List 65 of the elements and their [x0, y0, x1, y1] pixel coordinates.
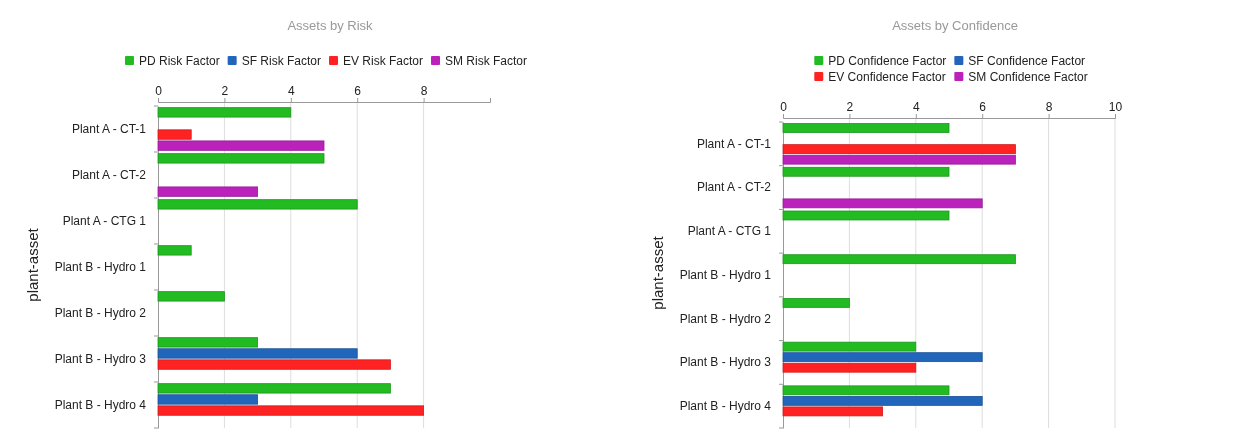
bar — [782, 362, 917, 373]
legend-label: SM Confidence Factor — [968, 69, 1088, 84]
y-tick-label: Plant A - CT-2 — [696, 180, 772, 195]
bar — [782, 406, 883, 417]
y-tick-label: Plant B - Hydro 4 — [679, 398, 772, 413]
x-tick-label: 4 — [912, 100, 920, 114]
legend-label: SF Risk Factor — [241, 53, 321, 68]
bar — [157, 107, 292, 118]
bar — [782, 254, 1016, 265]
legend-label: SF Confidence Factor — [968, 53, 1086, 68]
y-tick-label: Plant A - CT-2 — [71, 167, 147, 182]
x-tick-label: 10 — [1108, 100, 1123, 114]
y-axis-title: plant-asset — [24, 227, 41, 302]
bar — [157, 405, 424, 416]
bar — [157, 348, 358, 359]
x-tick-label: 8 — [420, 84, 428, 98]
bar — [157, 140, 325, 151]
x-tick-label: 2 — [221, 84, 229, 98]
y-tick-label: Plant A - CT-1 — [696, 136, 772, 151]
bar — [782, 123, 950, 133]
bar — [157, 186, 258, 197]
bar — [157, 199, 358, 210]
bar — [782, 396, 983, 406]
y-tick-label: Plant B - Hydro 1 — [54, 259, 147, 274]
bar — [157, 153, 325, 164]
bar — [157, 337, 258, 348]
bar — [782, 198, 983, 209]
bar — [782, 210, 950, 221]
x-tick-label: 6 — [979, 100, 987, 114]
bar — [782, 154, 1016, 165]
y-tick-label: Plant A - CTG 1 — [687, 224, 772, 239]
x-tick-label: 4 — [287, 84, 295, 98]
y-tick-label: Plant B - Hydro 3 — [54, 351, 147, 366]
y-tick-label: Plant B - Hydro 2 — [54, 305, 147, 320]
legend-label: SM Risk Factor — [445, 53, 528, 68]
bar — [782, 144, 1016, 154]
legend-label: PD Confidence Factor — [828, 53, 947, 68]
chart-title: Assets by Risk — [287, 18, 374, 33]
y-axis-title: plant-asset — [649, 235, 666, 310]
chart-title: Assets by Confidence — [892, 18, 1018, 33]
bar — [157, 129, 192, 140]
y-tick-label: Plant A - CT-1 — [71, 121, 147, 136]
bar — [782, 352, 983, 363]
y-tick-label: Plant A - CTG 1 — [62, 213, 147, 228]
legend-label: PD Risk Factor — [138, 53, 220, 68]
bar — [157, 359, 391, 370]
bar — [782, 298, 850, 308]
x-tick-label: 6 — [354, 84, 362, 98]
x-tick-label: 0 — [780, 100, 788, 114]
legend-label: EV Risk Factor — [343, 53, 424, 68]
bar — [157, 291, 225, 302]
bar — [782, 385, 950, 396]
y-tick-label: Plant B - Hydro 4 — [54, 397, 147, 412]
y-tick-label: Plant B - Hydro 2 — [679, 311, 772, 326]
bar — [157, 245, 192, 256]
x-tick-label: 2 — [846, 100, 854, 114]
bar — [782, 341, 917, 352]
bar — [782, 166, 950, 177]
x-tick-label: 8 — [1045, 100, 1053, 114]
x-tick-label: 0 — [155, 84, 163, 98]
y-tick-label: Plant B - Hydro 3 — [679, 355, 772, 370]
legend-label: EV Confidence Factor — [828, 69, 946, 84]
bar — [157, 394, 258, 405]
y-tick-label: Plant B - Hydro 1 — [679, 267, 772, 282]
bar — [157, 383, 391, 394]
